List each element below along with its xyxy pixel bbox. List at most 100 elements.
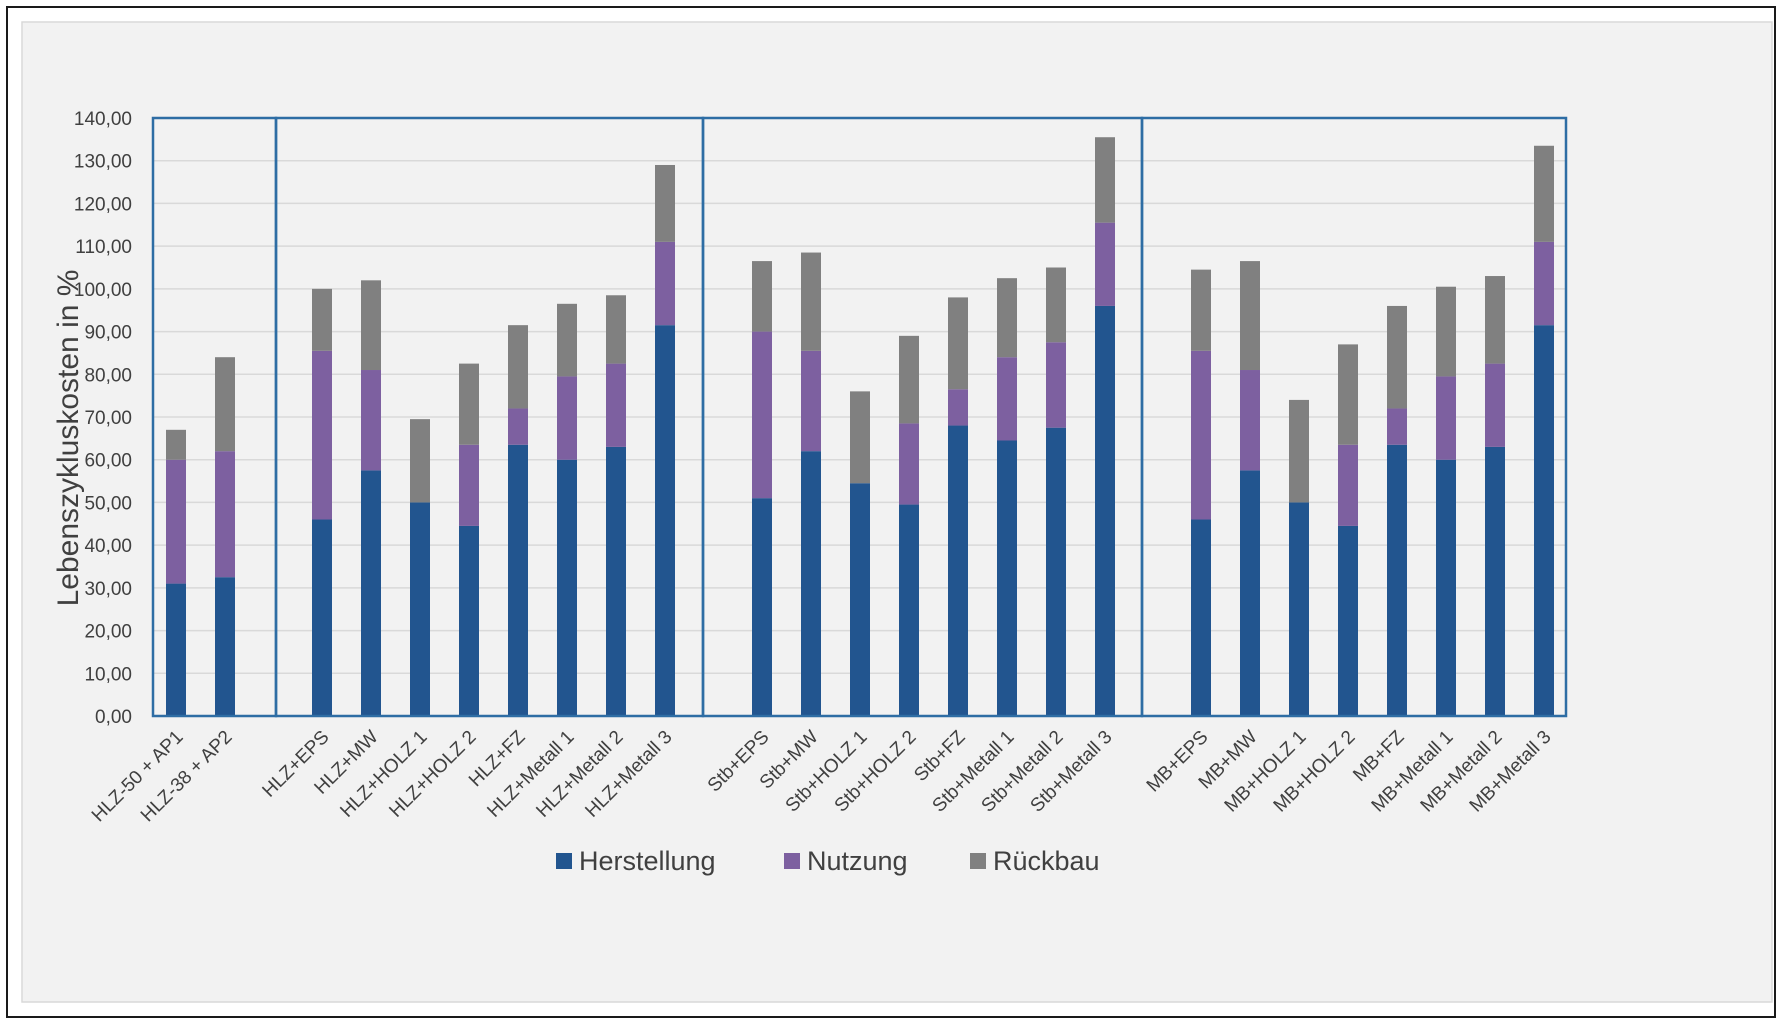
bar-rückbau bbox=[215, 357, 235, 452]
bar-herstellung bbox=[410, 502, 430, 716]
bar-rückbau bbox=[361, 280, 381, 371]
bar-nutzung bbox=[997, 357, 1017, 441]
bar-herstellung bbox=[166, 583, 186, 716]
bar-rückbau bbox=[801, 252, 821, 351]
bar-layer bbox=[166, 137, 1554, 716]
group-box bbox=[1140, 116, 1568, 718]
y-axis-title: Lebenszykluskosten in % bbox=[52, 270, 85, 607]
bar-rückbau bbox=[1191, 269, 1211, 351]
bar-nutzung bbox=[1240, 370, 1260, 471]
chart-svg: 0,00 10,00 20,00 30,00 40,00 50,00 60,00 70,00 8… bbox=[21, 21, 1773, 1003]
bar-nutzung bbox=[752, 331, 772, 499]
bar-herstellung bbox=[1338, 525, 1358, 716]
bar-nutzung bbox=[801, 350, 821, 452]
bar-nutzung bbox=[899, 423, 919, 505]
bar-herstellung bbox=[1436, 459, 1456, 716]
legend-label: Nutzung bbox=[807, 846, 908, 876]
bar-nutzung bbox=[1436, 376, 1456, 460]
bar-herstellung bbox=[1534, 325, 1554, 716]
bar-rückbau bbox=[655, 164, 675, 242]
bar-herstellung bbox=[850, 483, 870, 716]
bar-herstellung bbox=[361, 470, 381, 716]
bar-rückbau bbox=[459, 363, 479, 445]
group-boxes bbox=[151, 116, 1568, 718]
bar-herstellung bbox=[1191, 519, 1211, 716]
bar-nutzung bbox=[948, 389, 968, 426]
bar-rückbau bbox=[1095, 137, 1115, 223]
bar-rückbau bbox=[1046, 267, 1066, 343]
bar-nutzung bbox=[1095, 222, 1115, 306]
bar-herstellung bbox=[1485, 446, 1505, 716]
y-tick-label: 60,00 bbox=[84, 451, 132, 472]
bar-nutzung bbox=[508, 408, 528, 445]
bar-herstellung bbox=[215, 577, 235, 716]
bar-herstellung bbox=[508, 444, 528, 716]
bar-herstellung bbox=[655, 325, 675, 716]
bar-rückbau bbox=[948, 297, 968, 390]
bar-nutzung bbox=[1191, 350, 1211, 520]
bar-herstellung bbox=[1240, 470, 1260, 716]
bar-herstellung bbox=[899, 504, 919, 716]
bar-herstellung bbox=[557, 459, 577, 716]
bar-nutzung bbox=[557, 376, 577, 460]
bar-rückbau bbox=[1289, 399, 1309, 503]
bar-herstellung bbox=[752, 498, 772, 716]
bar-rückbau bbox=[410, 419, 430, 503]
bar-nutzung bbox=[1534, 241, 1554, 326]
bar-herstellung bbox=[1387, 444, 1407, 716]
bar-herstellung bbox=[801, 451, 821, 716]
y-tick-label: 110,00 bbox=[75, 237, 132, 258]
bar-herstellung bbox=[459, 525, 479, 716]
bar-herstellung bbox=[1095, 305, 1115, 716]
bar-rückbau bbox=[508, 325, 528, 409]
y-tick-label: 140,00 bbox=[74, 109, 132, 130]
bar-rückbau bbox=[997, 278, 1017, 358]
bar-herstellung bbox=[1289, 502, 1309, 716]
y-tick-labels: 0,00 10,00 20,00 30,00 40,00 50,00 60,00 70,00 8… bbox=[74, 109, 132, 728]
legend-swatch bbox=[970, 853, 986, 869]
bar-rückbau bbox=[1338, 344, 1358, 445]
bar-rückbau bbox=[1436, 286, 1456, 377]
bar-herstellung bbox=[606, 446, 626, 716]
y-tick-label: 90,00 bbox=[84, 323, 132, 344]
chart-frame: 0,00 10,00 20,00 30,00 40,00 50,00 60,00 70,00 8… bbox=[6, 6, 1776, 1018]
legend-swatch bbox=[784, 853, 800, 869]
legend-swatch bbox=[556, 853, 572, 869]
bar-nutzung bbox=[312, 350, 332, 520]
bar-rückbau bbox=[606, 295, 626, 364]
y-tick-label: 40,00 bbox=[84, 536, 132, 557]
bar-rückbau bbox=[1387, 305, 1407, 409]
y-tick-label: 100,00 bbox=[74, 280, 132, 301]
bar-herstellung bbox=[1046, 427, 1066, 716]
y-tick-label: 50,00 bbox=[84, 493, 132, 514]
y-tick-label: 20,00 bbox=[84, 622, 132, 643]
bar-rückbau bbox=[166, 429, 186, 460]
bar-nutzung bbox=[1485, 363, 1505, 447]
y-tick-label: 120,00 bbox=[74, 194, 132, 215]
legend-label: Herstellung bbox=[579, 846, 716, 876]
legend: Herstellung Nutzung Rückbau bbox=[556, 846, 1100, 876]
bar-nutzung bbox=[655, 241, 675, 326]
bar-nutzung bbox=[606, 363, 626, 447]
bar-nutzung bbox=[1046, 342, 1066, 428]
legend-label: Rückbau bbox=[993, 846, 1100, 876]
y-tick-label: 80,00 bbox=[84, 365, 132, 386]
bar-herstellung bbox=[997, 440, 1017, 716]
bar-rückbau bbox=[557, 303, 577, 377]
bar-rückbau bbox=[1534, 145, 1554, 242]
bar-nutzung bbox=[215, 451, 235, 578]
bar-herstellung bbox=[312, 519, 332, 716]
y-tick-label: 70,00 bbox=[84, 408, 132, 429]
bar-nutzung bbox=[1338, 444, 1358, 526]
bar-rückbau bbox=[752, 261, 772, 332]
bar-nutzung bbox=[459, 444, 479, 526]
bar-herstellung bbox=[948, 425, 968, 716]
bar-rückbau bbox=[1485, 276, 1505, 364]
bar-nutzung bbox=[166, 459, 186, 584]
y-tick-label: 30,00 bbox=[84, 579, 132, 600]
y-tick-label: 0,00 bbox=[95, 707, 132, 728]
bar-nutzung bbox=[361, 370, 381, 471]
y-tick-label: 10,00 bbox=[84, 664, 132, 685]
bar-rückbau bbox=[899, 335, 919, 424]
bar-rückbau bbox=[312, 288, 332, 351]
